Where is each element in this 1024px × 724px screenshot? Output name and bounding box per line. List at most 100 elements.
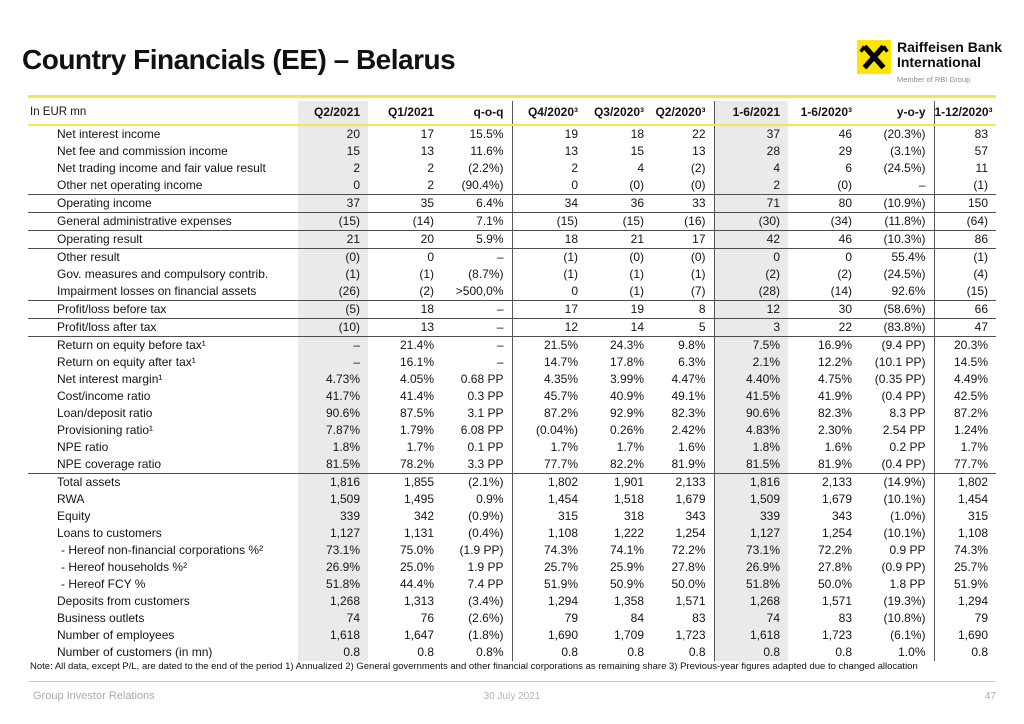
table-row: General administrative expenses (15) (14) 7… [28, 212, 996, 231]
cell-value: (15) [298, 212, 368, 231]
cell-value: 16.1% [399, 355, 434, 369]
cell-value: 79 [974, 611, 988, 625]
cell-value: 15 [298, 143, 368, 160]
cell-value: 3.3 PP [442, 456, 513, 474]
cell-value: 16.9% [788, 336, 860, 354]
cell-value: 84 [630, 611, 644, 625]
cell-value: 1,294 [957, 594, 988, 608]
cell-value: 1.8% [714, 439, 788, 456]
cell-value: 82.3% [817, 406, 852, 420]
footer-page-number: 47 [984, 691, 996, 702]
table-body: Net interest income 20 17 15.5% 19 18 22 37 46 (2… [28, 125, 996, 661]
row-label: - Hereof households %² [61, 560, 188, 574]
cell-value: (0) [652, 248, 715, 266]
cell-value: 1,131 [403, 526, 434, 540]
cell-value: 1,254 [821, 526, 852, 540]
cell-value: 1,855 [368, 473, 442, 491]
cell-value: 41.7% [298, 388, 368, 405]
cell-value: 0.2 PP [860, 439, 935, 456]
cell-value: 1.7% [406, 440, 434, 454]
table-row: Other result (0) 0– (1) (0) (0) 0 0 55.4% (1) [28, 248, 996, 266]
table-row: - Hereof FCY % 51.8% 44.4% 7.4 PP 51.9% 50.9%… [28, 576, 996, 593]
cell-value: – [442, 248, 513, 266]
cell-value: (64) [934, 212, 996, 231]
cell-value: 343 [831, 509, 852, 523]
cell-value: 1.8% [298, 439, 368, 456]
cell-value: 47 [934, 318, 996, 337]
cell-value: 41.5% [714, 388, 788, 405]
cell-value: 0 [788, 248, 860, 266]
cell-value: 4.05% [399, 372, 434, 386]
column-header: Q2/2021 [298, 101, 368, 126]
cell-value: 45.7% [543, 389, 578, 403]
cell-value: 55.4% [860, 248, 935, 266]
footer-department: Group Investor Relations [33, 690, 155, 702]
cell-value: 1,268 [714, 593, 788, 610]
row-label: Net interest margin¹ [57, 372, 163, 386]
cell-value: 12 [714, 300, 788, 319]
cell-value: 44.4% [399, 577, 434, 591]
cell-value: 21 [586, 230, 652, 249]
cell-value: 1,127 [714, 525, 788, 542]
cell-value: – [442, 354, 513, 371]
table-row: Return on equity before tax¹ –21.4% –21.5%… [28, 336, 996, 354]
cell-value: 1,709 [613, 628, 644, 642]
row-label: Operating result [28, 230, 298, 249]
cell-value: 0.1 PP [442, 439, 513, 456]
cell-value: 81.5% [298, 456, 368, 474]
cell-value: 50.9% [609, 577, 644, 591]
cell-value: 17.8% [609, 355, 644, 369]
cell-value: 1,618 [714, 627, 788, 644]
cell-value: 0.9 PP [860, 542, 935, 559]
cell-value: 86 [934, 230, 996, 249]
cell-value: 13 [420, 144, 434, 158]
cell-value: 20 [368, 230, 442, 249]
cell-value: 92.9% [609, 406, 644, 420]
cell-value: 1,454 [547, 492, 578, 506]
cell-value: 1,358 [613, 594, 644, 608]
row-label: Other result [28, 248, 298, 266]
cell-value: 72.2% [817, 543, 852, 557]
cell-value: 5 [652, 318, 715, 337]
cell-value: 21.5% [512, 336, 586, 354]
cell-value: 6.08 PP [442, 422, 513, 439]
table-row: Business outlets 74 76 (2.6%) 79 84 83 74 83 (10.… [28, 610, 996, 627]
cell-value: 2 [427, 178, 434, 192]
cell-value: 15 [630, 144, 644, 158]
cell-value: 0.9% [442, 491, 513, 508]
table-row: Cost/income ratio 41.7% 41.4% 0.3 PP 45.7% 40… [28, 388, 996, 405]
cell-value: (14.9%) [860, 473, 935, 491]
row-label: RWA [57, 492, 85, 506]
cell-value: 35 [368, 194, 442, 213]
cell-value: 42.5% [953, 389, 988, 403]
cell-value: 343 [652, 508, 715, 525]
cell-value: 1,268 [298, 593, 368, 610]
cell-value: 2.54 PP [860, 422, 935, 439]
financials-table: In EUR mn Q2/2021 Q1/2021 q-o-q Q4/2020³ Q3/… [28, 101, 996, 661]
cell-value: (90.4%) [442, 177, 513, 195]
table-row: Other net operating income 0 2 (90.4%) 0 (0) (… [28, 177, 996, 195]
cell-value: 342 [413, 509, 434, 523]
cell-value: 1.7% [616, 440, 644, 454]
cell-value: (2.2%) [442, 160, 513, 177]
cell-value: 19 [586, 300, 652, 319]
table-row: RWA 1,509 1,495 0.9% 1,454 1,518 1,679 1,509 1,6… [28, 491, 996, 508]
cell-value: (2) [652, 160, 715, 177]
row-label: Net fee and commission income [57, 144, 228, 158]
unit-label: In EUR mn [28, 101, 298, 126]
cell-value: 1,108 [957, 526, 988, 540]
cell-value: 1,509 [298, 491, 368, 508]
cell-value: 0.8 [971, 645, 988, 659]
cell-value: (15) [966, 284, 988, 298]
cell-value: 0.8 [835, 645, 852, 659]
cell-value: (26) [298, 283, 368, 301]
cell-value: 1.8 PP [860, 576, 935, 593]
cell-value: 0.8 [714, 644, 788, 661]
table-row: Equity 339 342 (0.9%) 315 318 343 339 343 (1.0%) 3… [28, 508, 996, 525]
cell-value: 2.42% [652, 422, 715, 439]
cell-value: (3.1%) [860, 143, 935, 160]
cell-value: 4.83% [714, 422, 788, 439]
cell-value: 1,723 [652, 627, 715, 644]
cell-value: 6.4% [442, 194, 513, 213]
